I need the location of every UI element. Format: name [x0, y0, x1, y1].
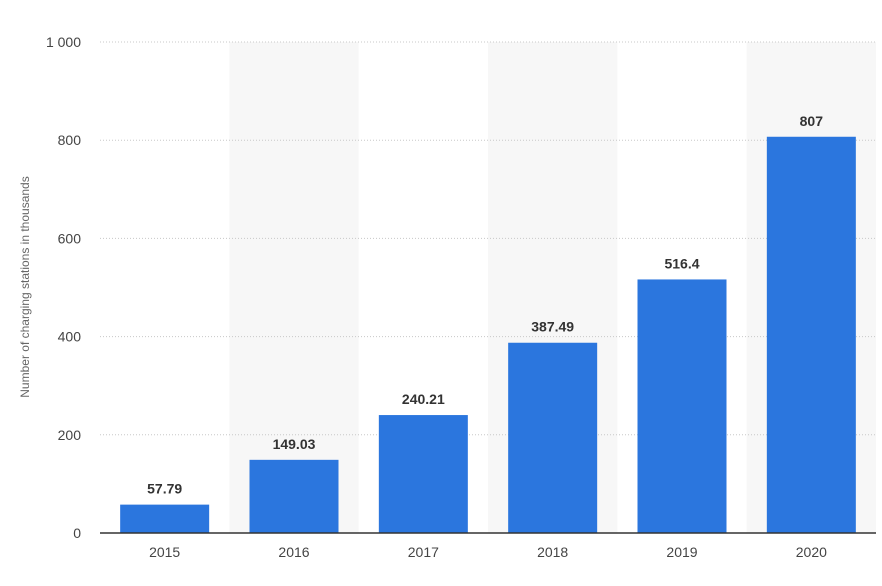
value-label-2019: 516.4	[664, 255, 699, 271]
value-label-2020: 807	[800, 113, 824, 129]
y-tick-label: 800	[58, 132, 82, 148]
y-tick-label: 600	[58, 230, 82, 246]
value-label-2017: 240.21	[402, 391, 445, 407]
value-label-2015: 57.79	[147, 481, 182, 497]
bar-2015	[120, 504, 210, 533]
bar-2018	[508, 342, 598, 533]
bar-2020	[766, 136, 856, 533]
y-tick-label: 0	[73, 525, 81, 541]
value-labels: 57.79 149.03 240.21 387.49 516.4 807	[147, 113, 823, 497]
bars	[120, 136, 856, 533]
gridlines	[100, 41, 876, 436]
bar-2019	[637, 279, 727, 533]
y-tick-label: 1 000	[46, 34, 81, 50]
value-label-2018: 387.49	[531, 319, 574, 335]
x-tick-label-2020: 2020	[796, 544, 827, 560]
y-tick-label: 200	[58, 427, 82, 443]
background-band	[229, 42, 359, 533]
x-tick-label-2018: 2018	[537, 544, 568, 560]
bar-2017	[378, 415, 468, 533]
x-tick-label-2016: 2016	[278, 544, 309, 560]
x-tick-label-2017: 2017	[408, 544, 439, 560]
x-tick-label-2019: 2019	[666, 544, 697, 560]
value-label-2016: 149.03	[273, 436, 316, 452]
y-tick-label: 400	[58, 329, 82, 345]
y-axis-ticks: 0 200 400 600 800 1 000	[46, 34, 81, 541]
x-tick-label-2015: 2015	[149, 544, 180, 560]
y-axis-title: Number of charging stations in thousands	[18, 176, 32, 397]
x-axis-ticks: 2015 2016 2017 2018 2019 2020	[149, 544, 827, 560]
bar-2016	[249, 459, 339, 533]
